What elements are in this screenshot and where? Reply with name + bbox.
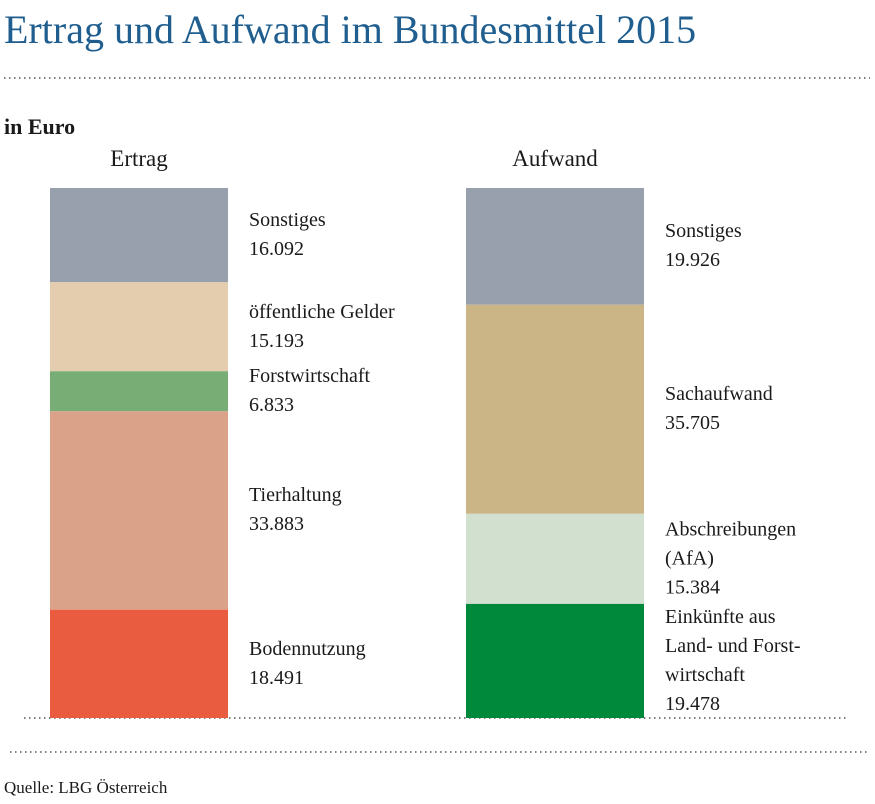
segment-name: Sonstiges bbox=[665, 220, 742, 243]
column-header: Ertrag bbox=[110, 146, 168, 171]
segment-name: Sonstiges bbox=[249, 209, 326, 232]
segment-label: Sonstiges 16.092 bbox=[249, 206, 326, 264]
column-header: Aufwand bbox=[512, 146, 598, 171]
chart-title: Ertrag und Aufwand im Bundesmittel 2015 bbox=[4, 7, 697, 52]
value-label: 18.491 bbox=[249, 666, 304, 689]
segment bbox=[466, 603, 644, 718]
segment-name: öffentliche Gelder bbox=[249, 300, 395, 323]
segment bbox=[50, 188, 228, 283]
segment-label: Einkünfte aus Land- und Forst- wirtschaf… bbox=[665, 603, 801, 719]
value-label: 6.833 bbox=[249, 394, 294, 417]
segment bbox=[50, 411, 228, 610]
value-label: 35.705 bbox=[665, 412, 720, 435]
value-label: 19.926 bbox=[665, 249, 720, 272]
segment-label: Forstwirtschaft 6.833 bbox=[249, 362, 370, 420]
segment bbox=[50, 609, 228, 718]
unit-label: in Euro bbox=[4, 114, 76, 139]
segment-label: Abschreibungen (AfA) 15.384 bbox=[665, 515, 796, 602]
value-label: 15.384 bbox=[665, 576, 720, 599]
segment-label: Sonstiges 19.926 bbox=[665, 217, 742, 275]
segment bbox=[466, 513, 644, 604]
segment-label: öffentliche Gelder 15.193 bbox=[249, 298, 395, 356]
source: Quelle: LBG Österreich bbox=[4, 778, 168, 797]
segment-name: Bodennutzung bbox=[249, 637, 366, 660]
value-label: 19.478 bbox=[665, 692, 720, 715]
segment bbox=[466, 304, 644, 514]
segment-label: Tierhaltung 33.883 bbox=[249, 481, 342, 539]
segment-name: Abschreibungen (AfA) bbox=[665, 518, 797, 570]
segment-name: Einkünfte aus Land- und Forst- wirtschaf… bbox=[665, 605, 801, 686]
segment bbox=[466, 188, 644, 305]
segment bbox=[50, 282, 228, 372]
segment-name: Tierhaltung bbox=[249, 484, 342, 507]
value-label: 33.883 bbox=[249, 513, 304, 536]
segment bbox=[50, 371, 228, 412]
segment-label: Sachaufwand 35.705 bbox=[665, 380, 773, 438]
segment-name: Sachaufwand bbox=[665, 383, 773, 406]
value-label: 15.193 bbox=[249, 329, 304, 352]
segment-label: Bodennutzung 18.491 bbox=[249, 635, 366, 693]
segment-name: Forstwirtschaft bbox=[249, 365, 371, 388]
value-label: 16.092 bbox=[249, 238, 304, 261]
